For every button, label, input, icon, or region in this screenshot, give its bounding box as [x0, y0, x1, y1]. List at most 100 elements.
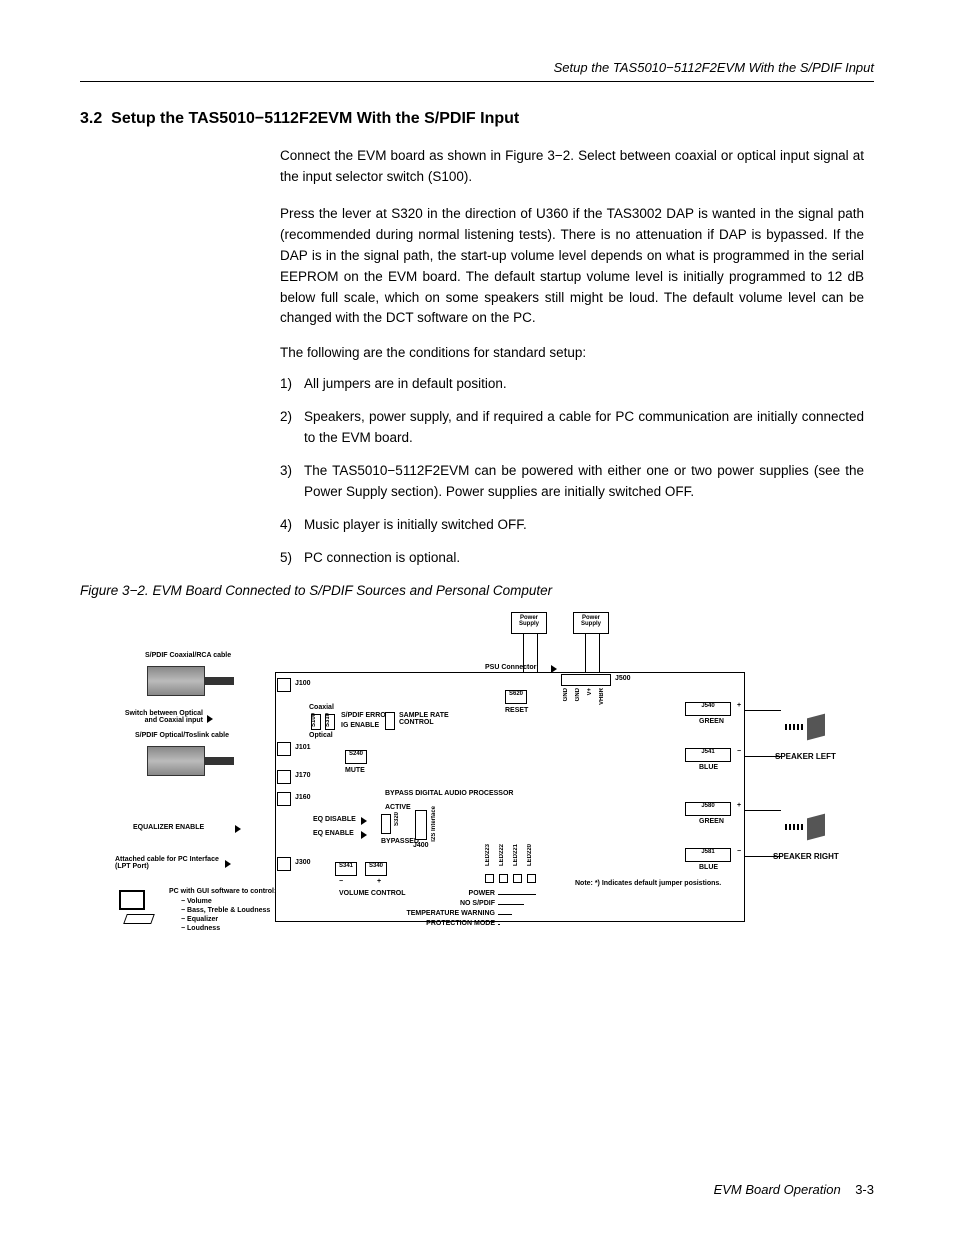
condition-5: 5)PC connection is optional.: [280, 548, 864, 569]
label-coaxial: Coaxial: [309, 704, 334, 711]
arrow: [551, 665, 557, 673]
label-s240: S240: [349, 751, 363, 757]
label-vhbr: VHBR: [599, 688, 605, 705]
label-power-led: POWER: [435, 890, 495, 897]
label-reset: RESET: [505, 707, 528, 714]
j101-box: [277, 742, 291, 756]
legend-line: [498, 924, 500, 925]
label-active: ACTIVE: [385, 804, 411, 811]
label-speaker-right: SPEAKER RIGHT: [773, 852, 839, 861]
psu-wire: [585, 634, 586, 672]
label-speaker-left: SPEAKER LEFT: [775, 752, 836, 761]
j170-box: [277, 770, 291, 784]
body-column: Connect the EVM board as shown in Figure…: [280, 146, 864, 569]
footer-chapter: EVM Board Operation: [714, 1182, 841, 1197]
label-j500: J500: [615, 675, 631, 682]
spk-wire: [745, 756, 781, 757]
figure-caption: Figure 3−2. EVM Board Connected to S/PDI…: [80, 583, 874, 598]
j500-box: [561, 674, 611, 686]
psu-wire: [537, 634, 538, 672]
speaker-left-icon: [785, 716, 825, 746]
label-plus-1: +: [737, 702, 741, 709]
label-j170: J170: [295, 772, 311, 779]
label-attached-cable: Attached cable for PC Interface (LPT Por…: [115, 856, 220, 870]
label-s310: S310: [325, 713, 331, 727]
arrow: [235, 825, 241, 833]
legend-line: [498, 904, 524, 905]
label-led222: LED222: [499, 844, 505, 866]
label-plus-2: +: [737, 802, 741, 809]
optical-cable-icon: [147, 746, 205, 776]
label-vp: V+: [587, 688, 593, 696]
s620-box: S620: [505, 690, 527, 704]
condition-2: 2)Speakers, power supply, and if require…: [280, 407, 864, 449]
label-gnd2: GND: [575, 688, 581, 701]
label-j160: J160: [295, 794, 311, 801]
label-green-1: GREEN: [699, 718, 724, 725]
spk-wire: [745, 856, 781, 857]
label-blue-2: BLUE: [699, 864, 718, 871]
power-supply-label-1: Power Supply: [519, 615, 539, 627]
label-led221: LED221: [513, 844, 519, 866]
label-pc-gui-4: − Loudness: [181, 925, 220, 932]
label-minus-2: −: [737, 848, 741, 855]
figure-caption-num: Figure 3−2.: [80, 583, 149, 598]
legend-line: [498, 894, 536, 895]
label-spdif-coax: S/PDIF Coaxial/RCA cable: [145, 652, 231, 659]
figure-caption-text: EVM Board Connected to S/PDIF Sources an…: [152, 583, 552, 598]
label-bypass-dap: BYPASS DIGITAL AUDIO PROCESSOR: [385, 790, 513, 797]
label-gnd1: GND: [563, 688, 569, 701]
conditions-list: 1)All jumpers are in default position. 2…: [280, 374, 864, 568]
label-pc-gui-3: − Equalizer: [181, 916, 218, 923]
condition-1-text: All jumpers are in default position.: [304, 376, 507, 391]
j580-box: J580: [685, 802, 731, 816]
s341-box: S341: [335, 862, 357, 876]
page-footer: EVM Board Operation 3-3: [714, 1182, 874, 1197]
j300-box: [277, 857, 291, 871]
label-j580: J580: [701, 803, 714, 809]
section-heading: 3.2 Setup the TAS5010−5112F2EVM With the…: [80, 110, 874, 128]
label-minus: −: [339, 878, 343, 885]
footer-page: 3-3: [855, 1182, 874, 1197]
label-j540: J540: [701, 703, 714, 709]
label-no-spdif: NO S/PDIF: [435, 900, 495, 907]
j400-box: [415, 810, 427, 840]
label-eq-disable: EQ DISABLE: [313, 816, 356, 823]
j160-box: [277, 792, 291, 806]
paragraph-1: Connect the EVM board as shown in Figure…: [280, 146, 864, 188]
label-j581: J581: [701, 849, 714, 855]
label-ig-enable: IG ENABLE: [341, 722, 379, 729]
label-optical: Optical: [309, 732, 333, 739]
condition-3: 3)The TAS5010−5112F2EVM can be powered w…: [280, 461, 864, 503]
s340-box: S340: [365, 862, 387, 876]
spk-wire: [745, 810, 781, 811]
label-pc-gui-1: − Volume: [181, 898, 212, 905]
legend-line: [498, 914, 512, 915]
label-eq-enable-r: EQ ENABLE: [313, 830, 354, 837]
s320-box: [381, 814, 391, 834]
s220-box: [385, 712, 395, 730]
j100-box: [277, 678, 291, 692]
label-prot-mode: PROTECTION MODE: [405, 920, 495, 927]
running-header: Setup the TAS5010−5112F2EVM With the S/P…: [80, 60, 874, 82]
conditions-intro: The following are the conditions for sta…: [280, 345, 864, 360]
arrow: [361, 817, 367, 825]
speaker-right-icon: [785, 816, 825, 846]
label-plus: +: [377, 878, 381, 885]
figure-diagram: Power Supply Power Supply S/PDIF Coaxial…: [85, 612, 865, 972]
section-title: Setup the TAS5010−5112F2EVM With the S/P…: [111, 110, 519, 127]
label-green-2: GREEN: [699, 818, 724, 825]
label-temp-warn: TEMPERATURE WARNING: [381, 910, 495, 917]
label-s320: S320: [394, 812, 400, 826]
label-eq-enable: EQUALIZER ENABLE: [133, 824, 204, 831]
label-j101: J101: [295, 744, 311, 751]
power-supply-box-1: Power Supply: [511, 612, 547, 634]
j540-box: J540: [685, 702, 731, 716]
condition-4-text: Music player is initially switched OFF.: [304, 517, 527, 532]
label-spdif-error: S/PDIF ERROR: [341, 712, 391, 719]
condition-4: 4)Music player is initially switched OFF…: [280, 515, 864, 536]
label-j300: J300: [295, 859, 311, 866]
j541-box: J541: [685, 748, 731, 762]
label-s340: S340: [369, 863, 383, 869]
label-psu-connector: PSU Connector: [485, 664, 536, 671]
